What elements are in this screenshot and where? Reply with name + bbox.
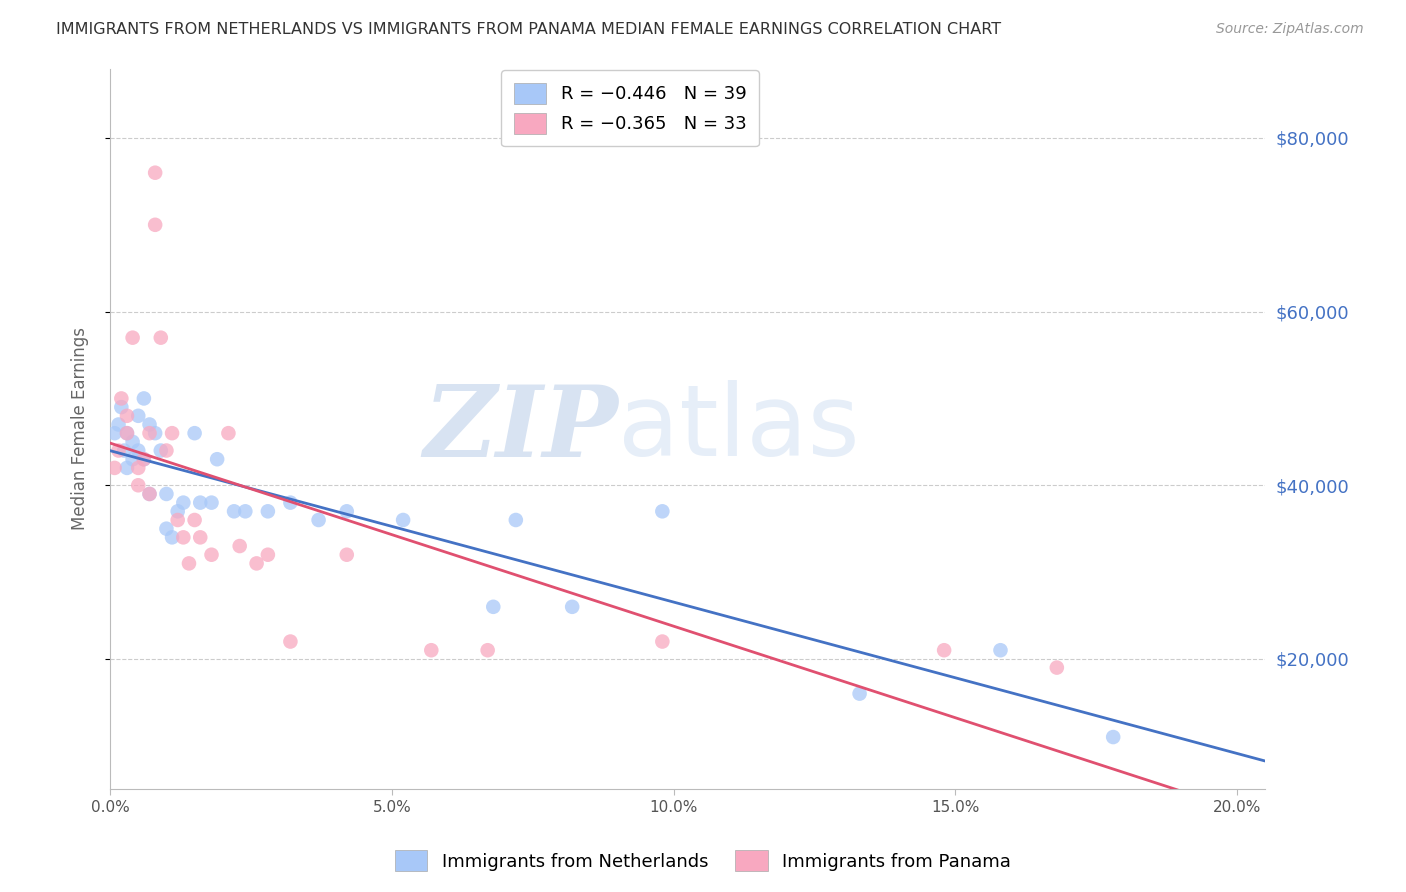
Point (222, 504, 245, 518)
Point (143, 166, 166, 180)
Point (110, 392, 132, 406)
Point (155, 487, 177, 501)
Point (561, 599, 583, 614)
Point (183, 426, 205, 441)
Point (143, 218, 166, 232)
Point (149, 331, 172, 345)
Point (138, 487, 160, 501)
Point (200, 495, 222, 509)
Point (990, 643, 1012, 657)
Point (103, 461, 125, 475)
Point (107, 417, 129, 432)
Point (138, 487, 160, 501)
Point (143, 426, 166, 441)
Point (482, 599, 505, 614)
Point (121, 434, 143, 449)
Point (115, 409, 138, 423)
Text: IMMIGRANTS FROM NETHERLANDS VS IMMIGRANTS FROM PANAMA MEDIAN FEMALE EARNINGS COR: IMMIGRANTS FROM NETHERLANDS VS IMMIGRANT… (56, 22, 1001, 37)
Point (188, 495, 211, 509)
Point (932, 643, 955, 657)
Point (848, 687, 870, 701)
Point (155, 443, 177, 458)
Point (233, 504, 256, 518)
Point (336, 548, 359, 562)
Point (160, 426, 183, 441)
Point (112, 443, 135, 458)
Point (177, 557, 200, 571)
Point (651, 634, 673, 648)
Point (651, 504, 673, 518)
Point (115, 426, 138, 441)
Point (392, 513, 415, 527)
Point (138, 417, 160, 432)
Point (127, 443, 149, 458)
Point (127, 478, 149, 492)
Point (477, 643, 499, 657)
Point (420, 643, 443, 657)
Point (121, 452, 143, 467)
Legend: Immigrants from Netherlands, Immigrants from Panama: Immigrants from Netherlands, Immigrants … (388, 843, 1018, 879)
Point (166, 513, 188, 527)
Point (217, 426, 239, 441)
Point (110, 400, 132, 414)
Point (107, 443, 129, 458)
Point (280, 634, 302, 648)
Point (127, 461, 149, 475)
Point (160, 530, 183, 544)
Point (115, 426, 138, 441)
Point (188, 530, 211, 544)
Point (205, 452, 228, 467)
Point (246, 557, 269, 571)
Y-axis label: Median Female Earnings: Median Female Earnings (72, 327, 89, 531)
Point (166, 504, 188, 518)
Point (1046, 660, 1069, 674)
Point (172, 530, 194, 544)
Point (505, 513, 527, 527)
Point (1102, 730, 1125, 744)
Point (132, 452, 155, 467)
Point (132, 392, 155, 406)
Text: atlas: atlas (619, 380, 860, 477)
Text: Source: ZipAtlas.com: Source: ZipAtlas.com (1216, 22, 1364, 37)
Point (308, 513, 330, 527)
Point (228, 539, 250, 553)
Point (115, 461, 138, 475)
Point (200, 548, 222, 562)
Text: ZIP: ZIP (423, 381, 619, 477)
Point (280, 495, 302, 509)
Point (103, 426, 125, 441)
Point (257, 548, 280, 562)
Point (132, 452, 155, 467)
Point (257, 504, 280, 518)
Point (127, 409, 149, 423)
Point (183, 513, 205, 527)
Point (138, 426, 160, 441)
Legend: R = −0.446   N = 39, R = −0.365   N = 33: R = −0.446 N = 39, R = −0.365 N = 33 (501, 70, 759, 146)
Point (149, 443, 172, 458)
Point (121, 331, 143, 345)
Point (336, 504, 359, 518)
Point (172, 495, 194, 509)
Point (155, 522, 177, 536)
